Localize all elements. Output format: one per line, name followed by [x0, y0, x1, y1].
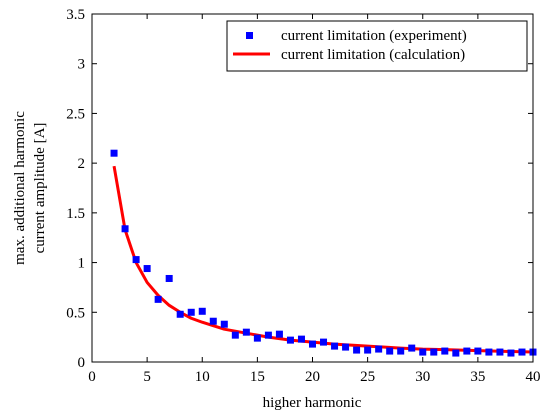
experiment-point — [518, 348, 526, 356]
experiment-point — [375, 345, 383, 353]
experiment-point — [275, 330, 283, 338]
experiment-point — [110, 149, 118, 157]
legend-label-calculation: current limitation (calculation) — [281, 47, 465, 63]
y-axis-label: max. additional harmonic current amplitu… — [12, 111, 48, 265]
experiment-point — [463, 347, 471, 355]
x-tick-label: 30 — [415, 369, 430, 385]
experiment-point — [187, 308, 195, 316]
experiment-point — [297, 335, 305, 343]
x-tick-label: 20 — [305, 369, 320, 385]
experiment-point — [507, 349, 515, 357]
legend-marker-experiment — [246, 32, 253, 39]
experiment-point — [452, 349, 460, 357]
x-tick-label: 15 — [250, 369, 265, 385]
experiment-point — [331, 342, 339, 350]
experiment-point — [496, 348, 504, 356]
y-tick-label: 0.5 — [66, 305, 85, 321]
y-tick-label: 2.5 — [66, 106, 85, 122]
experiment-point — [154, 295, 162, 303]
experiment-point — [485, 348, 493, 356]
series-layer — [110, 149, 537, 357]
experiment-point — [209, 317, 217, 325]
experiment-point — [386, 347, 394, 355]
experiment-point — [342, 343, 350, 351]
y-tick-label: 0 — [78, 355, 86, 371]
x-tick-label: 35 — [470, 369, 485, 385]
y-axis-label-line-1: max. additional harmonic — [12, 111, 28, 265]
legend: current limitation (experiment) current … — [226, 20, 528, 72]
experiment-point — [220, 320, 228, 328]
experiment-point — [286, 336, 294, 344]
x-tick-label: 40 — [526, 369, 541, 385]
experiment-point — [121, 225, 129, 233]
experiment-point — [309, 340, 316, 348]
experiment-point — [397, 347, 405, 355]
y-axis-label-line-2: current amplitude [A] — [32, 123, 48, 254]
x-tick-label: 25 — [360, 369, 375, 385]
experiment-point — [264, 331, 272, 339]
legend-label-experiment: current limitation (experiment) — [281, 28, 467, 44]
x-tick-label: 5 — [143, 369, 151, 385]
experiment-point — [231, 331, 239, 339]
x-axis-label: higher harmonic — [263, 395, 362, 411]
experiment-point — [353, 346, 361, 354]
experiment-point — [242, 328, 250, 336]
experiment-point — [320, 338, 328, 346]
y-tick-label: 1.5 — [66, 206, 85, 222]
experiment-point — [143, 265, 151, 273]
experiment-point — [364, 346, 372, 354]
experiment-point — [165, 274, 173, 282]
y-tick-label: 3 — [78, 57, 86, 73]
experiment-point — [176, 310, 184, 318]
y-tick-label: 3.5 — [66, 7, 85, 23]
experiment-point — [198, 307, 206, 315]
experiment-point — [419, 348, 427, 356]
experiment-point — [441, 347, 449, 355]
experiment-point — [408, 344, 416, 352]
ticks-layer: 0 5 10 15 20 25 30 35 40 0 0.5 1 1.5 2 2.5 3 3.5 — [66, 7, 540, 385]
x-tick-label: 10 — [195, 369, 210, 385]
legend-box — [226, 20, 528, 72]
x-tick-label: 0 — [88, 369, 96, 385]
experiment-point — [132, 256, 140, 264]
y-tick-label: 1 — [78, 256, 86, 272]
experiment-point — [253, 334, 261, 342]
y-tick-label: 2 — [78, 156, 86, 172]
experiment-point — [474, 347, 482, 355]
experiment-point — [430, 348, 438, 356]
